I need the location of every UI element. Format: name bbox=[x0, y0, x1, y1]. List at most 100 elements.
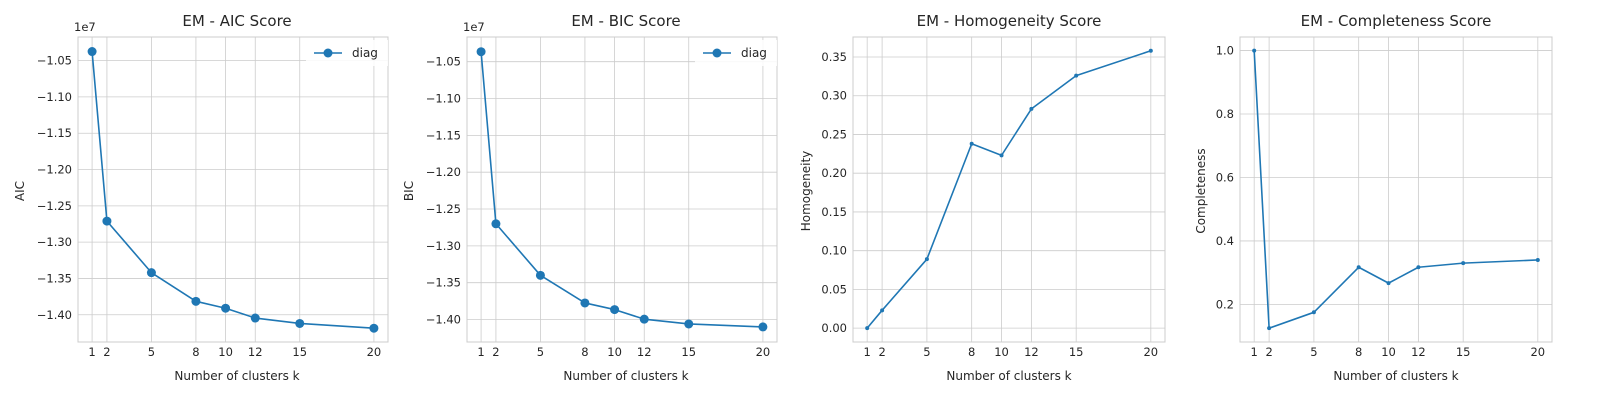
homogeneity-y-tick-label: 0.15 bbox=[821, 205, 847, 219]
aic-y-tick-label: −1.35 bbox=[37, 271, 72, 285]
homogeneity-data-point bbox=[865, 326, 870, 331]
completeness-y-tick-label: 0.8 bbox=[1216, 107, 1234, 121]
bic-y-tick-label: −1.10 bbox=[426, 92, 461, 106]
bic-y-tick-label: −1.20 bbox=[426, 165, 461, 179]
homogeneity-data-point bbox=[924, 257, 929, 262]
bic-y-tick-label: −1.35 bbox=[426, 276, 461, 290]
homogeneity-x-tick-label: 2 bbox=[878, 345, 885, 359]
homogeneity-x-tick-label: 10 bbox=[994, 345, 1009, 359]
aic-x-axis-label: Number of clusters k bbox=[174, 369, 299, 383]
homogeneity-y-tick-label: 0.00 bbox=[821, 321, 847, 335]
completeness-data-point bbox=[1267, 326, 1272, 331]
bic-plot-frame bbox=[466, 36, 778, 343]
bic-x-tick-label: 10 bbox=[607, 345, 622, 359]
homogeneity-series-line bbox=[866, 50, 1152, 329]
homogeneity-x-tick-label: 20 bbox=[1143, 345, 1158, 359]
completeness-data-point bbox=[1252, 48, 1257, 53]
completeness-series-line bbox=[1253, 50, 1538, 329]
bic-legend-label: diag bbox=[741, 46, 767, 60]
homogeneity-x-axis-label: Number of clusters k bbox=[946, 369, 1071, 383]
homogeneity-x-tick-label: 15 bbox=[1069, 345, 1084, 359]
completeness-y-tick-label: 1.0 bbox=[1216, 44, 1234, 58]
completeness-x-tick-label: 20 bbox=[1530, 345, 1545, 359]
bic-y-tick-label: −1.15 bbox=[426, 128, 461, 142]
aic-y-axis-label: AIC bbox=[13, 181, 27, 201]
completeness-x-tick-label: 5 bbox=[1310, 345, 1317, 359]
aic-y-tick-label: −1.30 bbox=[37, 235, 72, 249]
aic-offset-label: 1e7 bbox=[74, 20, 96, 34]
bic-x-tick-label: 15 bbox=[681, 345, 696, 359]
homogeneity-y-tick-label: 0.35 bbox=[821, 50, 847, 64]
homogeneity-data-point bbox=[1029, 106, 1034, 111]
completeness-data-point bbox=[1386, 281, 1391, 286]
homogeneity-y-tick-label: 0.25 bbox=[821, 127, 847, 141]
homogeneity-chart-title: EM - Homogeneity Score bbox=[917, 12, 1102, 30]
homogeneity-data-point bbox=[1148, 48, 1153, 53]
aic-x-tick-label: 10 bbox=[218, 345, 233, 359]
homogeneity-y-tick-label: 0.20 bbox=[821, 166, 847, 180]
completeness-grid bbox=[1239, 36, 1553, 343]
bic-data-point bbox=[684, 319, 694, 329]
aic-x-tick-label: 5 bbox=[148, 345, 155, 359]
completeness-y-tick-label: 0.6 bbox=[1216, 170, 1234, 184]
aic-x-tick-label: 1 bbox=[88, 345, 95, 359]
completeness-x-tick-label: 8 bbox=[1355, 345, 1362, 359]
bic-data-point bbox=[639, 314, 649, 324]
completeness-x-axis-label: Number of clusters k bbox=[1333, 369, 1458, 383]
aic-data-point bbox=[369, 323, 379, 333]
aic-data-point bbox=[191, 296, 201, 306]
aic-x-tick-label: 15 bbox=[292, 345, 307, 359]
homogeneity-data-point bbox=[1074, 73, 1079, 78]
aic-data-point bbox=[295, 318, 305, 328]
homogeneity-plot-frame bbox=[852, 36, 1166, 343]
homogeneity-y-tick-label: 0.30 bbox=[821, 89, 847, 103]
aic-data-point bbox=[221, 303, 231, 313]
aic-y-tick-label: −1.25 bbox=[37, 199, 72, 213]
bic-y-tick-label: −1.30 bbox=[426, 239, 461, 253]
bic-series-line bbox=[480, 51, 763, 328]
bic-y-tick-label: −1.05 bbox=[426, 55, 461, 69]
bic-y-tick-label: −1.40 bbox=[426, 313, 461, 327]
bic-legend-marker bbox=[712, 48, 722, 58]
completeness-y-tick-label: 0.4 bbox=[1216, 234, 1234, 248]
bic-y-tick-label: −1.25 bbox=[426, 202, 461, 216]
homogeneity-grid bbox=[852, 36, 1166, 343]
bic-x-tick-label: 8 bbox=[581, 345, 588, 359]
completeness-data-point bbox=[1416, 265, 1421, 270]
bic-x-axis-label: Number of clusters k bbox=[563, 369, 688, 383]
completeness-x-tick-label: 12 bbox=[1411, 345, 1426, 359]
completeness-y-axis-label: Completeness bbox=[1194, 148, 1208, 233]
bic-x-tick-label: 2 bbox=[492, 345, 499, 359]
homogeneity-chart-panel: EM - Homogeneity Score Number of cluster… bbox=[799, 12, 1166, 383]
homogeneity-x-tick-label: 5 bbox=[923, 345, 930, 359]
completeness-x-tick-label: 10 bbox=[1381, 345, 1396, 359]
bic-data-point bbox=[758, 322, 768, 332]
homogeneity-data-point bbox=[999, 153, 1004, 158]
bic-x-tick-label: 12 bbox=[637, 345, 652, 359]
completeness-y-tick-label: 0.2 bbox=[1216, 297, 1234, 311]
bic-offset-label: 1e7 bbox=[463, 20, 485, 34]
completeness-data-point bbox=[1356, 265, 1361, 270]
homogeneity-y-tick-label: 0.10 bbox=[821, 244, 847, 258]
aic-y-tick-label: −1.20 bbox=[37, 163, 72, 177]
homogeneity-x-tick-label: 12 bbox=[1024, 345, 1039, 359]
aic-series-line bbox=[91, 51, 374, 329]
bic-chart-panel: EM - BIC Score 1e7 Number of clusters k … bbox=[402, 12, 778, 383]
bic-legend: diag bbox=[695, 40, 777, 66]
aic-legend-marker bbox=[323, 48, 333, 58]
aic-legend: diag bbox=[306, 40, 388, 66]
aic-x-tick-label: 12 bbox=[248, 345, 263, 359]
bic-data-point bbox=[491, 219, 501, 229]
homogeneity-data-point bbox=[969, 141, 974, 146]
completeness-data-point bbox=[1535, 257, 1540, 262]
homogeneity-x-tick-label: 8 bbox=[968, 345, 975, 359]
aic-chart-title: EM - AIC Score bbox=[182, 12, 291, 30]
aic-plot-frame bbox=[77, 36, 389, 343]
bic-x-tick-label: 1 bbox=[477, 345, 484, 359]
completeness-x-tick-label: 1 bbox=[1251, 345, 1258, 359]
completeness-x-tick-label: 15 bbox=[1456, 345, 1471, 359]
homogeneity-x-tick-label: 1 bbox=[864, 345, 871, 359]
aic-data-point bbox=[146, 268, 156, 278]
aic-data-point bbox=[250, 313, 260, 323]
